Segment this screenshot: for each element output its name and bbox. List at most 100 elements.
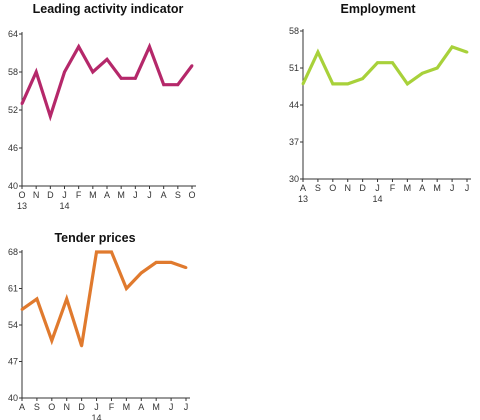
data-point	[80, 344, 84, 348]
x-tick-label: F	[390, 183, 396, 193]
data-point	[331, 82, 335, 86]
data-point	[465, 50, 469, 54]
x-tick-label: N	[63, 402, 70, 412]
x-tick-label: A	[104, 190, 110, 200]
x-tick-label: O	[48, 402, 55, 412]
y-tick-label: 61	[8, 284, 18, 294]
x-tick-label: S	[315, 183, 321, 193]
data-point	[435, 66, 439, 70]
y-tick-label: 52	[8, 105, 18, 115]
series-line	[21, 250, 187, 347]
x-year-label: 13	[17, 201, 27, 211]
x-year-label: 14	[373, 194, 383, 204]
data-point	[190, 64, 194, 68]
x-tick-label: M	[433, 183, 441, 193]
data-point	[139, 271, 143, 275]
data-point	[34, 70, 38, 74]
x-tick-label: M	[152, 402, 160, 412]
x-tick-label: M	[89, 190, 97, 200]
x-tick-label: J	[375, 183, 380, 193]
data-point	[20, 102, 24, 106]
data-point	[20, 307, 24, 311]
x-tick-label: A	[19, 402, 25, 412]
y-tick-label: 37	[289, 137, 299, 147]
x-tick-label: M	[123, 402, 131, 412]
x-tick-label: A	[161, 190, 167, 200]
chart-employment: Employment 30 37 44 51 58 A S O N D J F M A M J J 13 14	[240, 0, 480, 215]
data-point	[95, 250, 98, 254]
x-tick-label: M	[404, 183, 412, 193]
data-point	[169, 261, 173, 264]
data-point	[405, 82, 409, 86]
data-point	[361, 77, 365, 80]
data-point	[176, 83, 180, 87]
x-tick-label: S	[175, 190, 181, 200]
series-line	[301, 44, 468, 87]
x-tick-label: J	[465, 183, 470, 193]
data-point	[124, 287, 128, 290]
chart-title: Leading activity indicator	[32, 2, 184, 16]
x-tick-label: N	[33, 190, 40, 200]
data-point	[65, 297, 69, 301]
data-point	[91, 70, 95, 74]
y-tick-label: 30	[289, 174, 299, 184]
x-tick-label: A	[300, 183, 306, 193]
y-tick-label: 58	[289, 26, 299, 36]
x-tick-label: N	[344, 183, 351, 193]
data-point	[316, 50, 320, 54]
data-point	[35, 297, 39, 301]
x-tick-label: O	[18, 190, 25, 200]
x-tick-label: J	[62, 190, 67, 200]
data-point	[450, 45, 454, 49]
x-tick-label: D	[47, 190, 54, 200]
x-tick-label: J	[133, 190, 138, 200]
x-tick-label: O	[329, 183, 336, 193]
y-tick-label: 40	[8, 393, 18, 403]
data-point	[391, 61, 394, 65]
data-point	[148, 45, 151, 49]
data-point	[154, 261, 158, 264]
x-tick-label: A	[419, 183, 425, 193]
data-point	[184, 266, 188, 270]
x-tick-label: A	[138, 402, 144, 412]
y-tick-label: 68	[8, 247, 18, 257]
y-tick-label: 40	[8, 181, 18, 191]
x-tick-label: J	[184, 402, 189, 412]
data-point	[50, 339, 54, 343]
y-tick-label: 46	[8, 143, 18, 153]
chart-leading-activity: Leading activity indicator 40 46 52 58 64 O N D…	[0, 0, 240, 215]
data-point	[346, 82, 350, 86]
x-year-label: 13	[298, 194, 308, 204]
data-point	[105, 57, 109, 61]
x-tick-label: J	[147, 190, 152, 200]
y-tick-label: 47	[8, 357, 18, 367]
chart-tender-prices: Tender prices 40 47 54 61 68 A S O N D J F M A M J J 14	[0, 225, 240, 420]
x-tick-label: F	[109, 402, 115, 412]
x-tick-label: D	[78, 402, 85, 412]
data-point	[48, 114, 52, 118]
y-tick-label: 64	[8, 29, 18, 39]
series-line	[20, 42, 194, 122]
y-tick-label: 58	[8, 67, 18, 77]
x-tick-label: O	[188, 190, 195, 200]
chart-title: Employment	[340, 2, 416, 16]
x-tick-label: S	[34, 402, 40, 412]
data-point	[119, 76, 123, 80]
x-year-label: 14	[92, 413, 102, 420]
data-point	[420, 71, 424, 75]
data-point	[110, 250, 113, 254]
chart-title: Tender prices	[54, 231, 136, 245]
data-point	[77, 45, 81, 49]
x-tick-label: J	[450, 183, 455, 193]
x-tick-label: J	[94, 402, 99, 412]
x-year-label: 14	[59, 201, 69, 211]
y-tick-label: 44	[289, 100, 299, 110]
x-tick-label: J	[169, 402, 174, 412]
data-point	[63, 70, 66, 74]
data-point	[301, 82, 305, 86]
data-point	[376, 61, 379, 65]
x-tick-label: F	[76, 190, 82, 200]
